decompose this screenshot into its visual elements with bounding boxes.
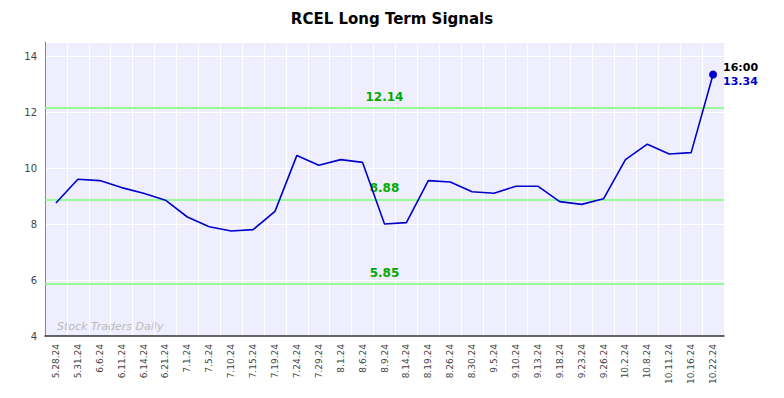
svg-text:4: 4 [31,331,37,342]
svg-text:7.1.24: 7.1.24 [182,344,192,373]
svg-text:5.85: 5.85 [370,266,400,280]
svg-text:7.15.24: 7.15.24 [248,344,258,379]
svg-text:13.34: 13.34 [723,75,758,88]
svg-text:6.6.24: 6.6.24 [95,344,105,373]
svg-text:8: 8 [31,219,37,230]
svg-text:7.10.24: 7.10.24 [226,344,236,379]
svg-text:7.24.24: 7.24.24 [292,344,302,379]
svg-text:9.5.24: 9.5.24 [489,344,499,373]
svg-text:10: 10 [24,163,37,174]
svg-text:8.1.24: 8.1.24 [336,344,346,373]
svg-text:14: 14 [24,51,37,62]
svg-text:7.19.24: 7.19.24 [270,344,280,379]
svg-text:9.13.24: 9.13.24 [533,344,543,379]
svg-text:10.16.24: 10.16.24 [686,344,696,384]
svg-text:5.28.24: 5.28.24 [51,344,61,379]
svg-text:10.8.24: 10.8.24 [642,344,652,379]
svg-text:10.22.24: 10.22.24 [708,344,718,384]
svg-text:8.26.24: 8.26.24 [445,344,455,379]
svg-text:6.11.24: 6.11.24 [117,344,127,379]
svg-text:9.23.24: 9.23.24 [577,344,587,379]
svg-text:8.9.24: 8.9.24 [380,344,390,373]
svg-text:Stock Traders Daily: Stock Traders Daily [57,320,164,333]
svg-text:9.10.24: 9.10.24 [511,344,521,379]
svg-text:6: 6 [31,275,37,286]
svg-text:7.5.24: 7.5.24 [204,344,214,373]
svg-text:7.29.24: 7.29.24 [314,344,324,379]
svg-text:10.11.24: 10.11.24 [664,344,674,384]
svg-text:9.26.24: 9.26.24 [599,344,609,379]
svg-text:6.14.24: 6.14.24 [139,344,149,379]
svg-text:12: 12 [24,107,37,118]
svg-text:16:00: 16:00 [723,61,758,74]
svg-text:8.19.24: 8.19.24 [423,344,433,379]
svg-text:6.21.24: 6.21.24 [160,344,170,379]
svg-text:8.88: 8.88 [369,181,400,196]
svg-text:8.6.24: 8.6.24 [358,344,368,373]
svg-text:9.18.24: 9.18.24 [555,344,565,379]
svg-text:8.30.24: 8.30.24 [467,344,477,379]
svg-text:12.14: 12.14 [366,90,404,104]
svg-text:8.14.24: 8.14.24 [401,344,411,379]
svg-text:RCEL Long Term Signals: RCEL Long Term Signals [291,10,493,28]
svg-text:10.2.24: 10.2.24 [620,344,630,379]
svg-text:5.31.24: 5.31.24 [73,344,83,379]
